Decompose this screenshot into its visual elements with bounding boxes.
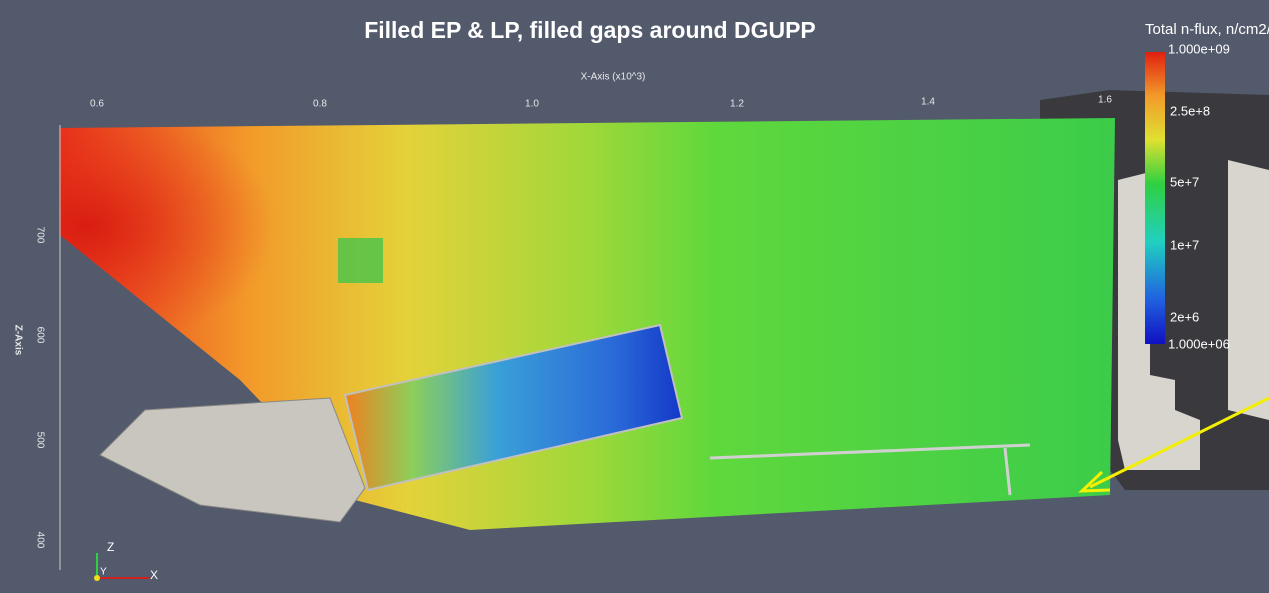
colorbar-label: 5e+7 — [1170, 174, 1199, 189]
x-tick-label: 1.6 — [1098, 95, 1112, 106]
x-tick-label: 1.2 — [730, 99, 744, 110]
arrow — [1089, 396, 1269, 489]
z-tick-label: 600 — [34, 327, 45, 344]
colorbar-label: 1e+7 — [1170, 237, 1199, 252]
structure — [1228, 160, 1269, 420]
colorbar-label: 2e+6 — [1170, 309, 1199, 324]
x-axis-label: X-Axis (x10^3) — [581, 72, 646, 83]
triad-y — [94, 575, 100, 581]
colorbar-title: Total n-flux, n/cm2/s — [1145, 21, 1269, 38]
x-tick-label: 1.0 — [525, 99, 539, 110]
flux-feature — [338, 238, 383, 283]
x-tick-label: 0.8 — [313, 99, 327, 110]
z-tick-label: 700 — [34, 227, 45, 244]
triad-label: X — [150, 568, 158, 582]
structure-line — [709, 443, 1031, 460]
structure-line — [1003, 447, 1012, 496]
triad-label: Y — [100, 567, 107, 578]
triad-label: Z — [107, 540, 114, 554]
z-tick-label: 400 — [34, 532, 45, 549]
colorbar-label: 2.5e+8 — [1170, 103, 1210, 118]
z-tick-label: 500 — [34, 432, 45, 449]
colorbar-label: 1.000e+06 — [1168, 336, 1230, 351]
title: Filled EP & LP, filled gaps around DGUPP — [364, 17, 816, 43]
colorbar-label: 1.000e+09 — [1168, 41, 1230, 56]
x-tick-label: 0.6 — [90, 99, 104, 110]
structure — [1118, 172, 1200, 470]
arrow-head — [1078, 470, 1111, 493]
colorbar — [1145, 52, 1165, 344]
z-axis-label: Z-Axis — [12, 325, 23, 356]
shield-block — [343, 323, 684, 492]
port-plug — [99, 397, 366, 523]
x-tick-label: 1.4 — [921, 97, 935, 108]
